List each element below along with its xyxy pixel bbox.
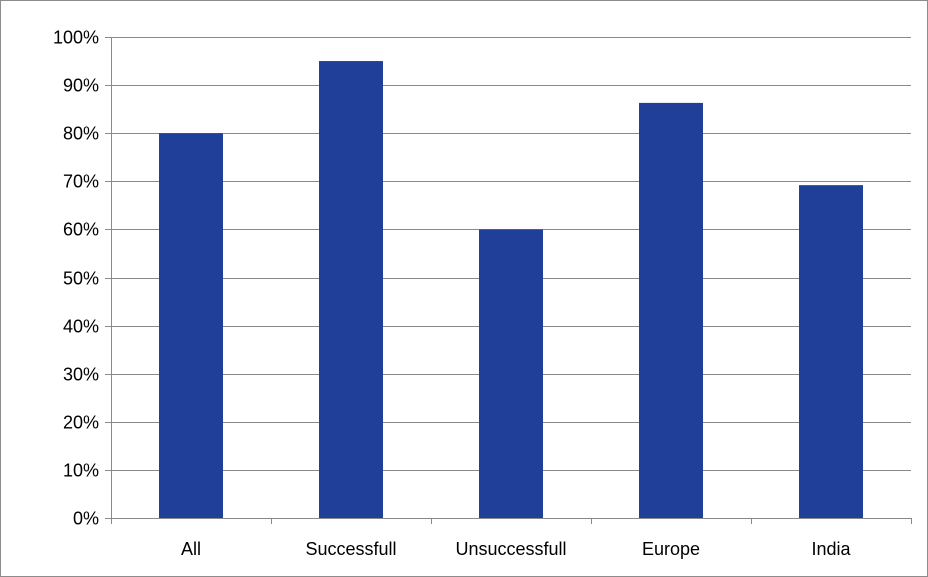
y-tick-label-10: 10% [63, 461, 99, 481]
x-tick-label-unsuccessfull: Unsuccessfull [455, 539, 566, 559]
y-tick-label-40: 40% [63, 317, 99, 337]
axes [105, 37, 912, 524]
y-tick-label-30: 30% [63, 365, 99, 385]
y-tick-label-20: 20% [63, 413, 99, 433]
x-tick-labels: All Successfull Unsuccessfull Europe India [181, 539, 852, 559]
bar-europe [639, 102, 703, 518]
bar-successfull [319, 61, 383, 519]
bar-unsuccessfull [479, 229, 543, 518]
bar-all [159, 133, 223, 518]
y-tick-label-70: 70% [63, 172, 99, 192]
x-tick-label-successfull: Successfull [305, 539, 396, 559]
y-tick-labels: 0% 10% 20% 30% 40% 50% 60% 70% 80% 90% 100% [53, 28, 99, 529]
bar-india [799, 185, 863, 518]
y-tick-label-80: 80% [63, 124, 99, 144]
x-tick-label-europe: Europe [642, 539, 700, 559]
y-tick-label-50: 50% [63, 269, 99, 289]
bars [159, 61, 863, 519]
y-tick-label-0: 0% [73, 509, 99, 529]
y-tick-label-100: 100% [53, 28, 99, 48]
y-tick-label-60: 60% [63, 220, 99, 240]
x-tick-label-india: India [811, 539, 851, 559]
y-tick-label-90: 90% [63, 76, 99, 96]
x-tick-label-all: All [181, 539, 201, 559]
